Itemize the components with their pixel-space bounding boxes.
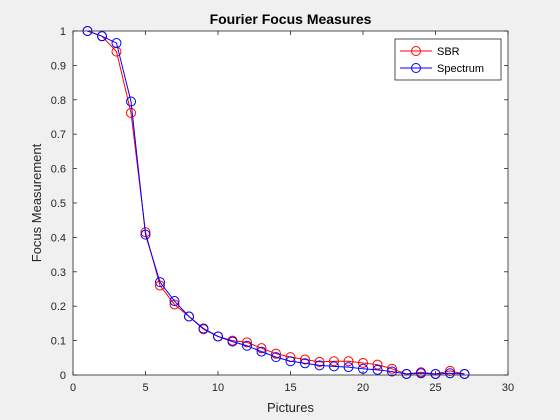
- y-tick-label: 0.4: [51, 232, 66, 244]
- y-tick-label: 0.2: [51, 301, 66, 313]
- data-point-spectrum: [198, 323, 209, 334]
- data-point-spectrum: [155, 277, 165, 288]
- data-point-spectrum: [169, 296, 180, 307]
- data-point-spectrum: [387, 366, 397, 377]
- x-tick-label: 30: [502, 382, 514, 394]
- y-tick-label: 0.7: [51, 129, 66, 141]
- y-tick-label: 0: [60, 370, 66, 382]
- legend-label-spectrum: Spectrum: [437, 63, 484, 75]
- data-point-spectrum: [213, 331, 223, 342]
- data-point-sbr: [372, 359, 383, 370]
- data-point-spectrum: [401, 368, 412, 379]
- data-point-spectrum: [372, 364, 383, 375]
- data-point-spectrum: [242, 340, 252, 351]
- data-point-spectrum: [97, 31, 107, 42]
- data-point-sbr: [271, 348, 281, 359]
- y-tick-label: 0.5: [51, 198, 66, 210]
- data-point-spectrum: [314, 360, 325, 371]
- axes-box: [72, 30, 509, 376]
- legend-box: [394, 38, 502, 81]
- plot-area: [73, 31, 508, 375]
- data-point-sbr: [300, 354, 310, 365]
- x-tick-label: 0: [70, 382, 76, 394]
- data-point-sbr: [343, 356, 354, 367]
- data-point-spectrum: [358, 363, 368, 374]
- data-point-spectrum: [111, 38, 122, 49]
- data-point-sbr: [314, 356, 325, 367]
- y-tick-label: 1: [60, 26, 66, 38]
- legend-marker-spectrum: [411, 63, 421, 73]
- x-axis-title: Pictures: [267, 400, 314, 415]
- x-tick-label: 25: [429, 382, 441, 394]
- data-point-spectrum: [256, 346, 267, 357]
- data-point-sbr: [329, 356, 339, 367]
- data-point-sbr: [387, 363, 397, 374]
- data-point-spectrum: [300, 358, 310, 369]
- ticks-layer: 0 5 10 15 20 25 30 0 0.1 0.2 0.3 0.4 0.5 0.6 0.7 0.8 0.9…: [51, 26, 514, 394]
- data-point-spectrum: [227, 336, 238, 347]
- series-layer: [82, 26, 470, 379]
- data-point-spectrum: [271, 352, 281, 363]
- data-point-sbr: [140, 227, 151, 238]
- legend-marker-sbr: [411, 46, 421, 56]
- data-point-spectrum: [126, 96, 136, 107]
- data-point-spectrum: [140, 229, 151, 240]
- data-point-spectrum: [416, 368, 426, 379]
- y-tick-label: 0.8: [51, 95, 66, 107]
- data-point-spectrum: [285, 356, 296, 367]
- legend: SBR Spectrum: [394, 38, 502, 81]
- x-tick-label: 10: [212, 382, 224, 394]
- data-point-spectrum: [430, 368, 441, 379]
- data-point-spectrum: [343, 362, 354, 373]
- x-tick-label: 20: [357, 382, 369, 394]
- data-point-sbr: [256, 343, 267, 354]
- data-point-sbr: [126, 107, 136, 118]
- y-tick-label: 0.1: [51, 336, 66, 348]
- y-tick-label: 0.3: [51, 267, 66, 279]
- y-tick-label: 0.9: [51, 60, 66, 72]
- x-tick-label: 5: [142, 382, 148, 394]
- data-point-sbr: [358, 357, 368, 368]
- legend-label-sbr: SBR: [437, 46, 460, 58]
- y-axis-title: Focus Measurement: [29, 143, 44, 262]
- data-point-spectrum: [459, 368, 470, 379]
- data-point-sbr: [242, 337, 252, 348]
- x-tick-label: 15: [284, 382, 296, 394]
- chart-title: Fourier Focus Measures: [210, 11, 372, 27]
- data-point-sbr: [169, 299, 180, 310]
- data-point-spectrum: [184, 311, 194, 322]
- data-point-spectrum: [329, 361, 339, 372]
- y-tick-label: 0.6: [51, 164, 66, 176]
- data-point-spectrum: [445, 368, 455, 379]
